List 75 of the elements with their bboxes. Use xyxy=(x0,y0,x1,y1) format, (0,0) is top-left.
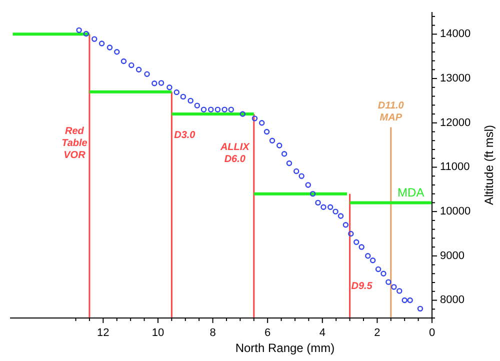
x-tick-label: 8 xyxy=(210,327,216,339)
point xyxy=(315,200,321,206)
point xyxy=(276,142,282,148)
point xyxy=(200,106,207,112)
point xyxy=(375,266,382,272)
point xyxy=(166,84,172,90)
series-label: MDA xyxy=(398,186,424,200)
x-tick-label: 12 xyxy=(97,327,110,339)
point xyxy=(158,80,164,86)
point xyxy=(365,253,371,259)
series-label: D3.0 xyxy=(174,129,196,140)
point xyxy=(348,230,354,237)
point xyxy=(252,116,258,122)
point xyxy=(320,204,326,210)
point xyxy=(83,30,90,37)
point xyxy=(106,44,113,50)
y-tick-label: 8000 xyxy=(440,294,464,306)
series-label: D9.5 xyxy=(351,280,373,292)
point xyxy=(120,58,127,64)
y-tick-label: 9000 xyxy=(440,250,464,262)
point xyxy=(298,173,304,179)
x-tick-label: 4 xyxy=(319,327,326,339)
series-label: ALLIX D6.0 xyxy=(219,142,251,165)
x-tick-label: 2 xyxy=(374,327,380,339)
point xyxy=(354,239,360,246)
point xyxy=(358,244,364,250)
point xyxy=(114,49,120,55)
point xyxy=(310,190,316,197)
y-tick-label: 13000 xyxy=(440,72,471,84)
point xyxy=(98,40,105,46)
point xyxy=(258,120,265,126)
point xyxy=(180,94,186,100)
y-tick-label: 10000 xyxy=(440,205,471,218)
x-tick-label: 6 xyxy=(264,327,271,339)
point xyxy=(407,297,413,304)
point xyxy=(222,106,228,112)
point xyxy=(286,160,292,166)
y-tick-label: 12000 xyxy=(440,116,471,129)
point xyxy=(338,213,344,219)
y-tick-label: 14000 xyxy=(440,28,471,40)
point xyxy=(294,168,300,174)
y-tick-label: 11000 xyxy=(440,161,470,174)
point xyxy=(342,222,349,228)
point xyxy=(152,80,158,86)
point xyxy=(264,128,270,135)
point xyxy=(194,102,200,108)
point xyxy=(305,182,311,188)
x-axis-title: North Range (mm) xyxy=(235,341,335,355)
point xyxy=(208,106,214,112)
point xyxy=(128,62,134,68)
series-label: D11.0 MAP xyxy=(378,100,404,123)
point xyxy=(188,98,194,104)
x-tick-label: 0 xyxy=(428,327,436,339)
point xyxy=(92,36,98,42)
point xyxy=(332,208,338,214)
point xyxy=(214,106,221,112)
point xyxy=(269,138,276,144)
point xyxy=(391,284,397,290)
point xyxy=(417,306,424,312)
point xyxy=(386,279,392,285)
point xyxy=(228,106,234,112)
y-axis-title: Altitude (ft msl) xyxy=(482,124,496,206)
point xyxy=(380,270,386,277)
point xyxy=(76,27,82,34)
point xyxy=(281,151,288,157)
point xyxy=(402,297,408,304)
point xyxy=(327,204,334,210)
series-label: Red Table VOR xyxy=(62,126,88,161)
point xyxy=(144,71,150,77)
point xyxy=(396,288,402,294)
x-tick-label: 10 xyxy=(152,327,164,339)
point xyxy=(174,89,180,96)
point xyxy=(136,66,142,73)
point xyxy=(240,111,246,117)
point xyxy=(370,257,376,264)
